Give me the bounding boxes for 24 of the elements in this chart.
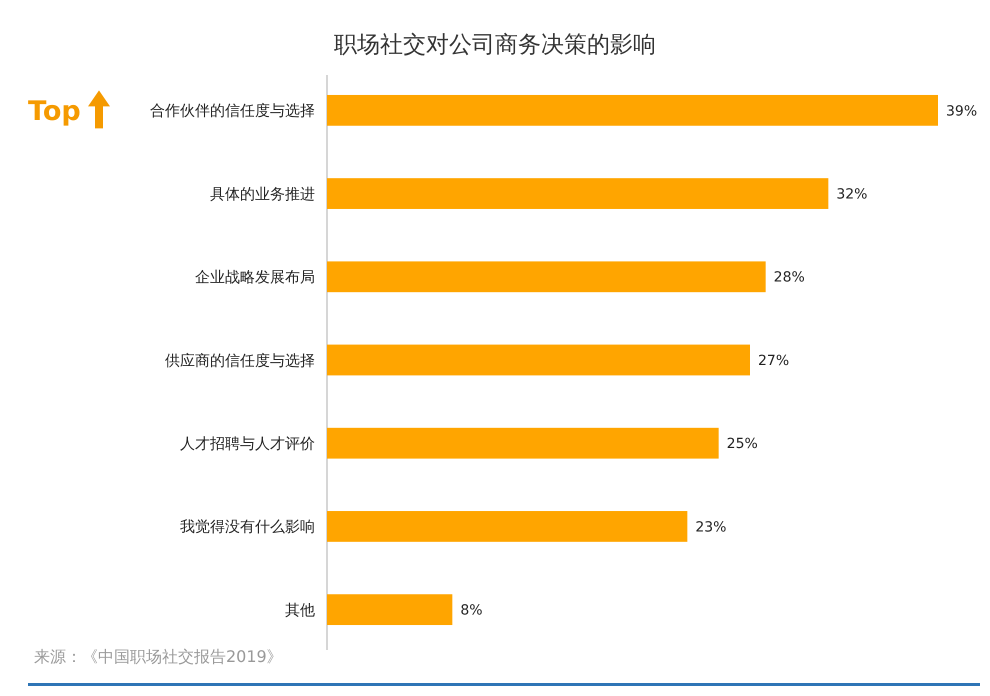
data-label: 23% [695, 519, 726, 536]
bar [327, 428, 719, 459]
bar [327, 261, 766, 292]
y-tick-label: 合作伙伴的信任度与选择 [150, 102, 315, 120]
y-tick-label: 具体的业务推进 [210, 184, 315, 203]
data-label: 27% [758, 352, 790, 369]
bar [327, 511, 688, 542]
y-tick-label: 其他 [285, 600, 315, 619]
bar [327, 178, 828, 209]
source-note: 来源：《中国职场社交报告2019》 [34, 647, 283, 666]
data-label: 25% [726, 436, 758, 452]
y-tick-label: 人才招聘与人才评价 [180, 434, 315, 452]
text: Top [28, 96, 81, 127]
data-label: 32% [836, 186, 868, 202]
y-tick-label: 企业战略发展布局 [195, 268, 315, 286]
y-tick-label: 供应商的信任度与选择 [165, 351, 315, 370]
y-tick-label: 我觉得没有什么影响 [180, 518, 315, 536]
bar [327, 594, 452, 626]
bar [327, 344, 750, 376]
data-label: 39% [946, 103, 978, 120]
chart-title: 职场社交对公司商务决策的影响 [334, 32, 656, 58]
bar [327, 94, 938, 126]
data-label: 28% [774, 270, 805, 286]
data-label: 8% [460, 602, 483, 619]
